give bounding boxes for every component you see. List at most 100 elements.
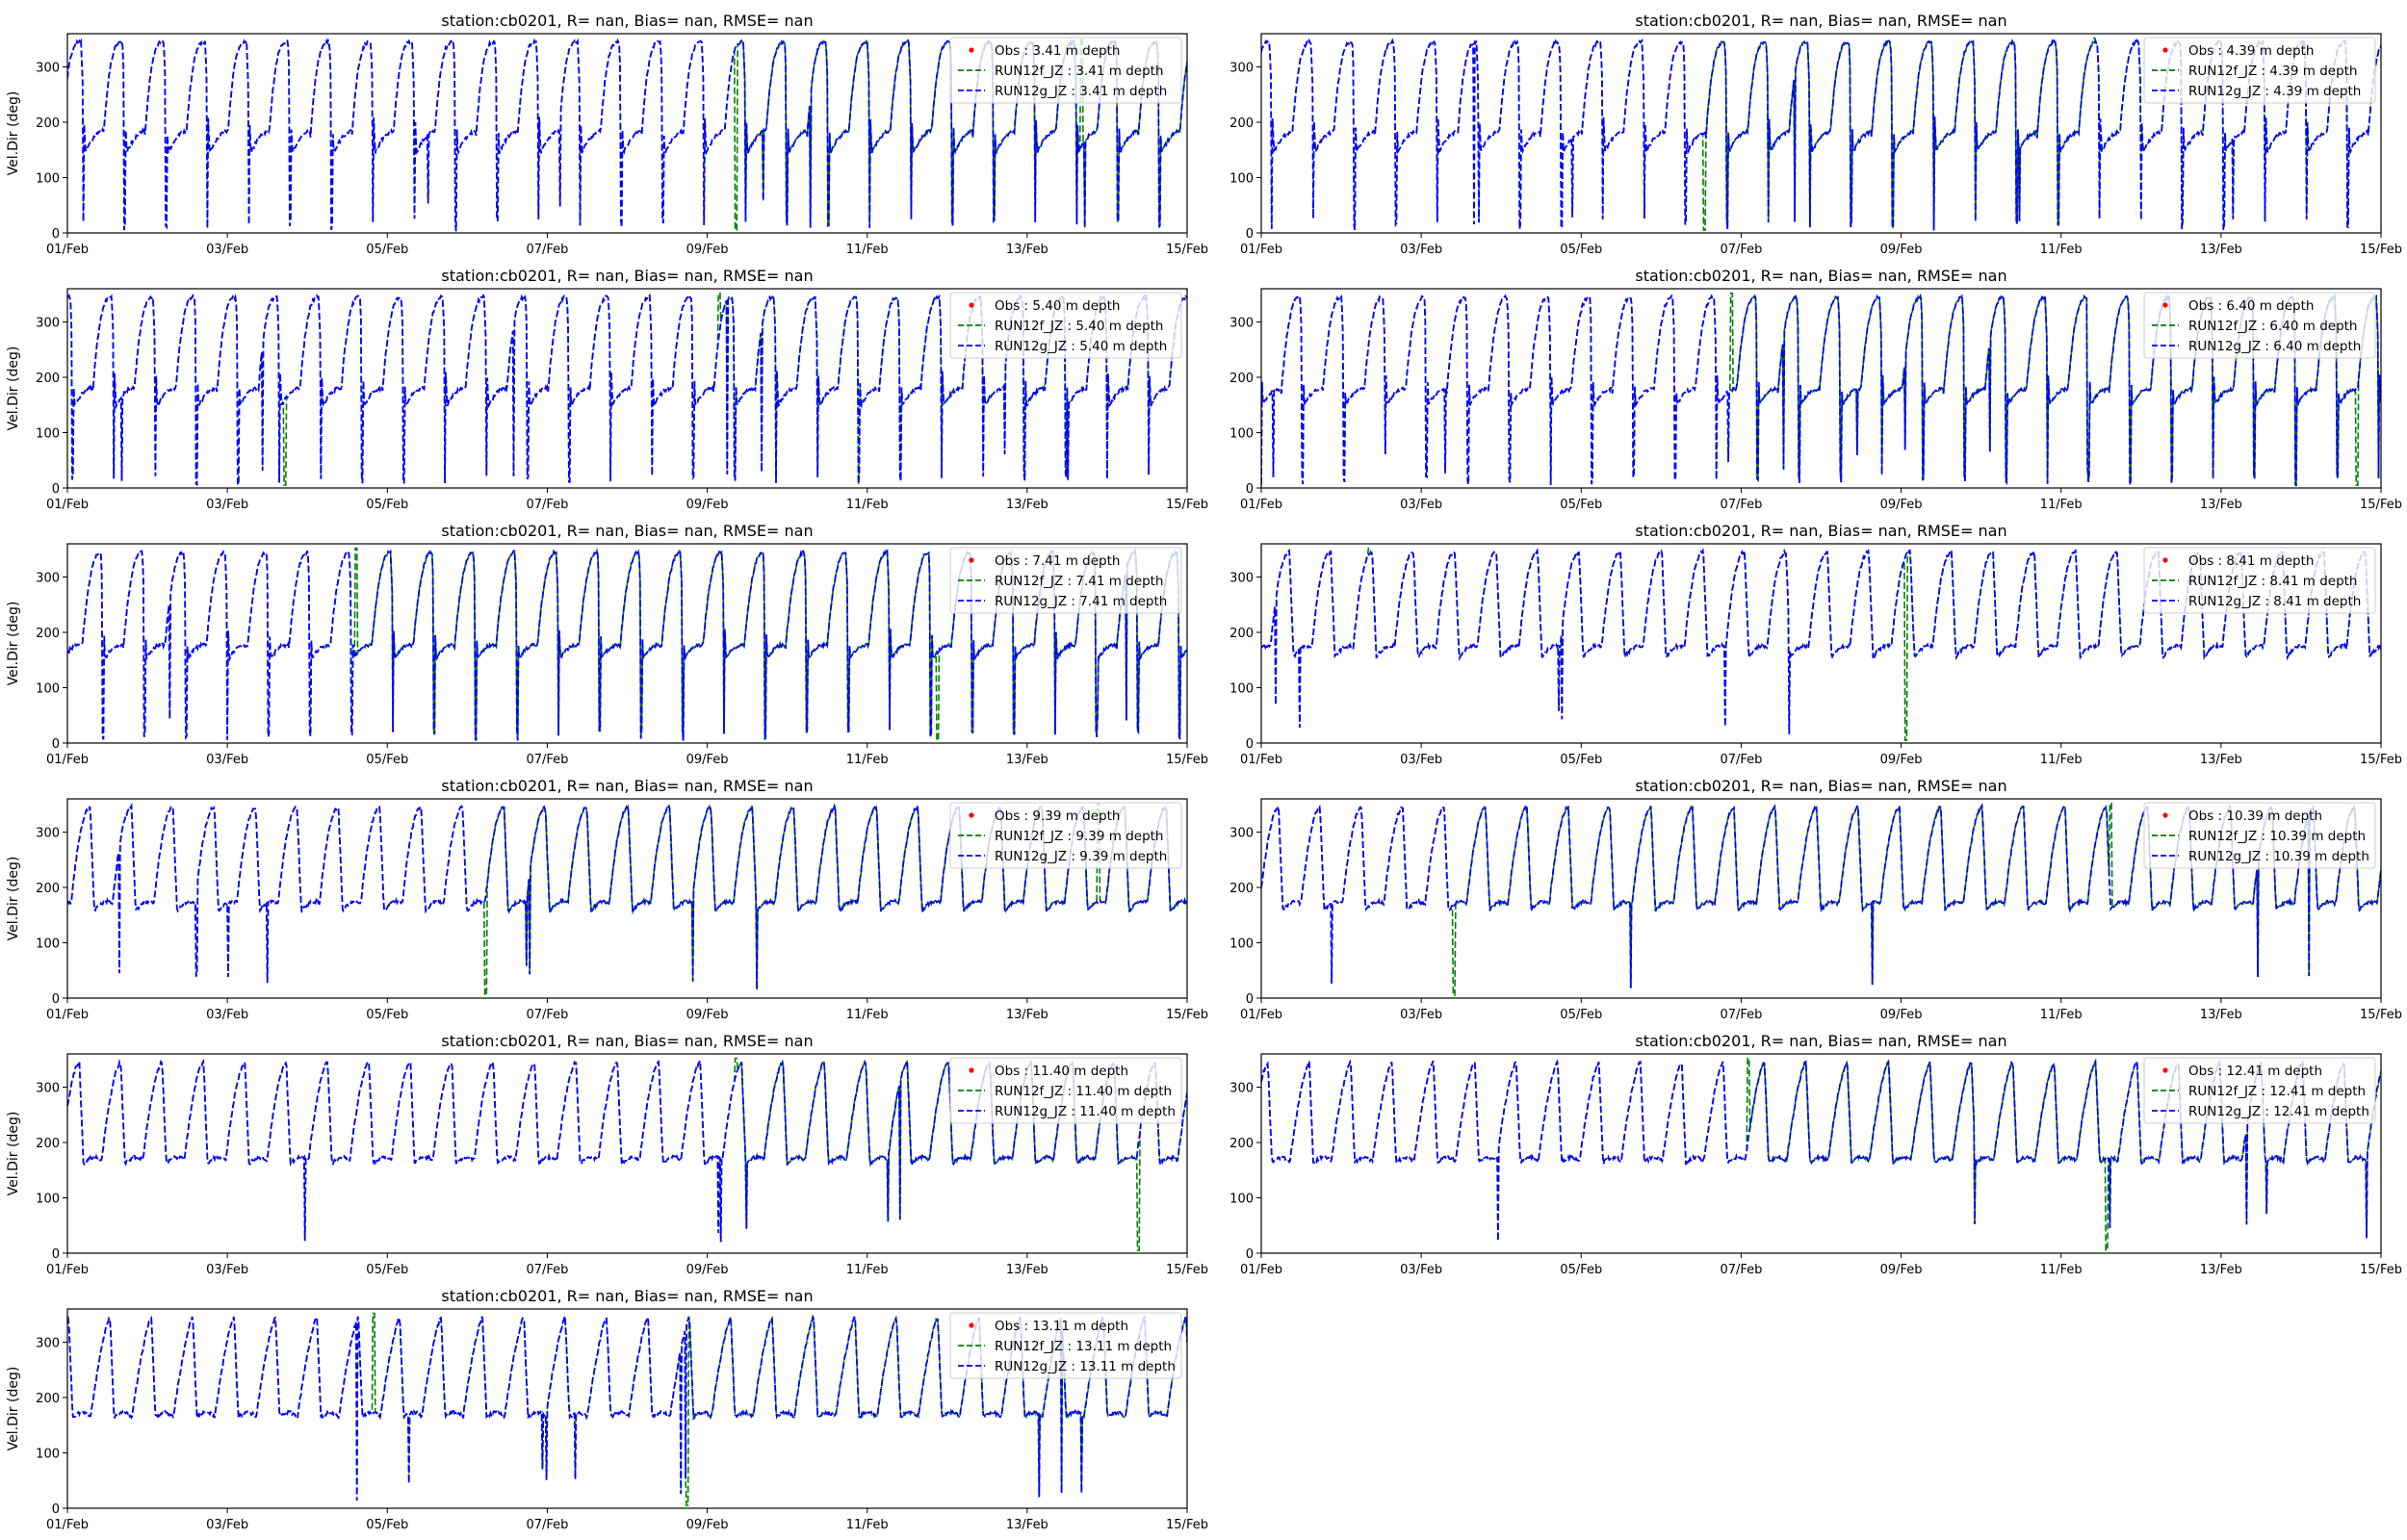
axes-frame [1260, 798, 2382, 999]
x-tick-label: 13/Feb [2200, 753, 2242, 767]
x-tick-label: 15/Feb [1166, 243, 1208, 257]
subplot-title: station:cb0201, R= nan, Bias= nan, RMSE=… [441, 267, 813, 285]
axes-frame [66, 1053, 1188, 1254]
x-tick-label: 05/Feb [1560, 1263, 1602, 1277]
legend-obs-marker [2162, 812, 2168, 818]
x-tick-label: 05/Feb [366, 243, 408, 257]
y-tick-label: 0 [52, 1247, 60, 1262]
x-tick-label: 13/Feb [2200, 243, 2242, 257]
legend-entry: Obs : 13.11 m depth [995, 1319, 1128, 1334]
x-tick-label: 11/Feb [2040, 753, 2083, 767]
x-tick-label: 01/Feb [1240, 243, 1282, 257]
x-tick-label: 13/Feb [1006, 498, 1048, 512]
x-tick-label: 07/Feb [526, 243, 568, 257]
legend-obs-marker [969, 1067, 974, 1073]
x-tick-label: 01/Feb [1240, 753, 1282, 767]
x-tick-label: 03/Feb [206, 243, 248, 257]
y-tick-label: 200 [1229, 372, 1254, 386]
y-axis-label: Vel.Dir (deg) [6, 602, 21, 686]
x-tick-label: 13/Feb [1006, 243, 1048, 257]
y-axis-label: Vel.Dir (deg) [6, 91, 21, 176]
y-tick-label: 300 [1229, 62, 1254, 76]
legend-box [949, 1057, 1182, 1124]
series-run12g-line [1261, 38, 2381, 231]
x-tick-label: 07/Feb [1720, 498, 1762, 512]
x-tick-label: 13/Feb [2200, 498, 2242, 512]
subplot-4: station:cb0201, R= nan, Bias= nan, RMSE=… [1229, 267, 2402, 512]
axes-frame [66, 543, 1188, 744]
subplot-title: station:cb0201, R= nan, Bias= nan, RMSE=… [1635, 522, 2006, 540]
y-tick-label: 200 [36, 627, 60, 641]
x-tick-label: 13/Feb [1006, 1008, 1048, 1022]
x-tick-label: 09/Feb [1880, 1008, 1923, 1022]
y-tick-label: 0 [52, 992, 60, 1007]
y-tick-label: 300 [36, 572, 60, 586]
x-tick-label: 07/Feb [526, 498, 568, 512]
legend-box [949, 292, 1182, 359]
legend-entry: Obs : 9.39 m depth [995, 808, 1120, 824]
subplot-title: station:cb0201, R= nan, Bias= nan, RMSE=… [441, 522, 813, 540]
legend-entry: Obs : 4.39 m depth [2188, 43, 2314, 59]
x-tick-label: 01/Feb [1240, 1263, 1282, 1277]
legend-box [2143, 37, 2376, 104]
legend-entry: Obs : 8.41 m depth [2188, 553, 2314, 569]
x-tick-label: 03/Feb [1400, 1263, 1442, 1277]
legend-entry: Obs : 12.41 m depth [2188, 1064, 2322, 1079]
y-tick-label: 100 [1229, 937, 1254, 952]
y-tick-label: 200 [1229, 1137, 1254, 1151]
x-tick-label: 11/Feb [846, 243, 889, 257]
x-tick-label: 05/Feb [366, 753, 408, 767]
x-tick-label: 05/Feb [366, 1008, 408, 1022]
x-tick-label: 15/Feb [2360, 498, 2402, 512]
x-tick-label: 15/Feb [2360, 1008, 2402, 1022]
legend-entry: RUN12f_JZ : 6.40 m depth [2188, 319, 2358, 334]
y-axis-label: Vel.Dir (deg) [6, 1367, 21, 1451]
y-axis-label: Vel.Dir (deg) [6, 346, 21, 431]
legend-obs-marker [2162, 557, 2168, 563]
legend-entry: Obs : 6.40 m depth [2188, 298, 2314, 314]
x-tick-label: 05/Feb [1560, 1008, 1602, 1022]
axes-frame [66, 798, 1188, 999]
x-tick-label: 03/Feb [206, 498, 248, 512]
x-tick-label: 03/Feb [1400, 753, 1442, 767]
x-tick-label: 01/Feb [46, 1008, 89, 1022]
x-tick-label: 11/Feb [2040, 243, 2083, 257]
y-tick-label: 300 [1229, 827, 1254, 841]
x-tick-label: 11/Feb [846, 1008, 889, 1022]
legend-entry: Obs : 7.41 m depth [995, 553, 1120, 569]
y-tick-label: 0 [1246, 992, 1254, 1007]
x-tick-label: 03/Feb [206, 1263, 248, 1277]
subplot-6: station:cb0201, R= nan, Bias= nan, RMSE=… [1229, 522, 2402, 767]
legend-box [949, 37, 1182, 104]
series-run12g-line [67, 1314, 1187, 1501]
axes-frame [1260, 288, 2382, 489]
x-tick-label: 15/Feb [1166, 1518, 1208, 1532]
y-tick-label: 100 [36, 172, 60, 187]
legend-obs-marker [969, 812, 974, 818]
y-tick-label: 300 [36, 62, 60, 76]
legend-obs-marker [2162, 47, 2168, 53]
series-run12g-line [1261, 293, 2381, 487]
y-tick-label: 0 [1246, 737, 1254, 752]
x-tick-label: 15/Feb [1166, 1263, 1208, 1277]
x-tick-label: 11/Feb [2040, 1008, 2083, 1022]
legend-box [2143, 547, 2376, 614]
legend-entry: RUN12g_JZ : 5.40 m depth [995, 339, 1167, 354]
subplot-title: station:cb0201, R= nan, Bias= nan, RMSE=… [441, 12, 813, 30]
subplot-1: station:cb0201, R= nan, Bias= nan, RMSE=… [6, 12, 1208, 257]
axes-frame [66, 288, 1188, 489]
legend-entry: RUN12g_JZ : 11.40 m depth [995, 1104, 1176, 1119]
y-tick-label: 200 [1229, 116, 1254, 131]
legend-entry: RUN12f_JZ : 12.41 m depth [2188, 1084, 2366, 1099]
legend: Obs : 8.41 m depth RUN12f_JZ : 8.41 m dep… [2143, 547, 2376, 614]
x-tick-label: 07/Feb [1720, 753, 1762, 767]
x-tick-label: 07/Feb [526, 1518, 568, 1532]
x-tick-label: 13/Feb [1006, 1263, 1048, 1277]
y-tick-label: 0 [52, 482, 60, 497]
subplot-3: station:cb0201, R= nan, Bias= nan, RMSE=… [6, 267, 1208, 512]
x-tick-label: 09/Feb [1880, 243, 1923, 257]
y-tick-label: 0 [52, 227, 60, 242]
x-tick-label: 05/Feb [366, 1518, 408, 1532]
y-tick-label: 200 [36, 882, 60, 896]
series-run12g-line [67, 38, 1187, 232]
